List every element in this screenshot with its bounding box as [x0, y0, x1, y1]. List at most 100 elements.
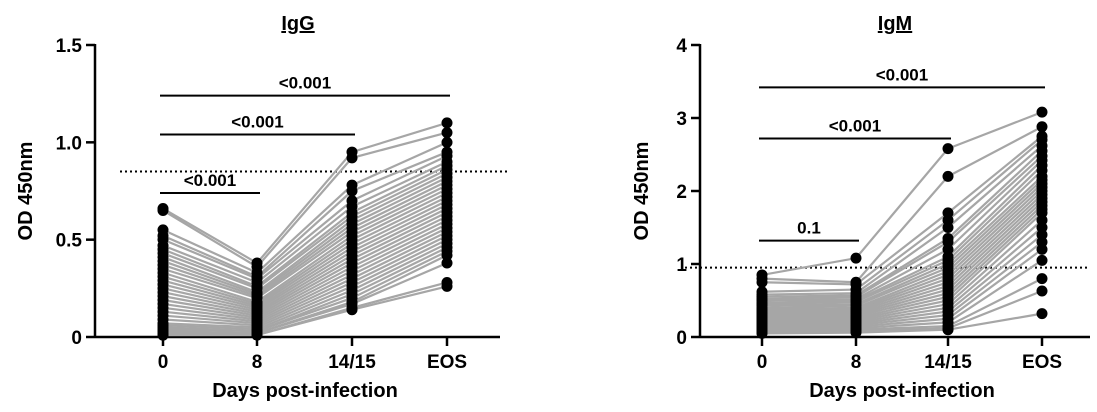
subject-line	[761, 179, 1043, 309]
subject-line	[761, 312, 1043, 335]
data-point	[157, 329, 169, 341]
subject-line	[162, 211, 448, 315]
y-tick-label: 4	[676, 36, 687, 57]
subject-line	[761, 233, 1043, 327]
subject-line	[162, 203, 448, 311]
subject-line	[761, 111, 1043, 277]
y-tick-label: 0	[676, 328, 687, 349]
subject-line	[162, 141, 448, 275]
p-value-label: <0.001	[184, 171, 236, 190]
subject-line	[162, 154, 448, 280]
y-axis-label: OD 450nm	[15, 142, 37, 241]
subject-line	[761, 219, 1043, 324]
subject-line	[761, 155, 1043, 301]
data-point	[1036, 308, 1048, 320]
subject-line	[162, 234, 448, 327]
subject-line	[761, 186, 1043, 312]
data-point	[1036, 106, 1048, 118]
data-point	[1036, 285, 1048, 297]
y-tick-label: 1.5	[56, 36, 83, 57]
subject-line	[761, 144, 1043, 296]
subject-line	[761, 248, 1043, 330]
data-point	[850, 327, 862, 339]
subject-line	[162, 199, 448, 309]
subject-line	[761, 259, 1043, 331]
x-tick-label: 14/15	[924, 352, 972, 373]
x-axis-label: Days post-infection	[212, 380, 398, 402]
data-point	[441, 280, 453, 292]
y-tick-label: 0	[71, 328, 82, 349]
subject-line	[761, 204, 1043, 320]
subject-line	[162, 188, 448, 304]
p-value-label: 0.1	[797, 219, 821, 238]
subject-line	[162, 230, 448, 325]
x-tick-label: 8	[851, 352, 862, 373]
subject-line	[761, 277, 1043, 333]
data-point	[942, 222, 954, 233]
data-point	[756, 276, 768, 288]
subject-line	[761, 125, 1043, 284]
subject-line	[162, 151, 448, 278]
subject-line	[162, 180, 448, 298]
subject-line	[162, 223, 448, 321]
x-tick-label: 8	[252, 352, 263, 373]
subject-line	[162, 242, 448, 331]
data-point	[1036, 254, 1048, 266]
subject-line	[761, 175, 1043, 307]
data-point	[441, 127, 453, 139]
subject-line	[761, 139, 1043, 293]
subject-line	[162, 168, 448, 290]
data-point	[441, 249, 453, 261]
subject-line	[761, 212, 1043, 323]
data-point	[756, 327, 768, 339]
chart-title: IgG	[281, 13, 314, 35]
subject-line	[162, 195, 448, 308]
data-point	[1036, 243, 1048, 255]
subject-line	[163, 262, 448, 335]
data-point	[942, 170, 954, 182]
subject-line	[162, 219, 448, 319]
subject-line	[162, 176, 448, 296]
x-tick-label: EOS	[1022, 352, 1062, 373]
data-point	[251, 329, 263, 341]
subject-line	[761, 208, 1043, 321]
x-tick-label: EOS	[427, 352, 467, 373]
data-point	[346, 185, 358, 197]
data-point	[441, 136, 453, 148]
y-tick-label: 3	[676, 109, 687, 130]
subject-line	[761, 193, 1043, 315]
subject-line	[761, 150, 1043, 298]
x-tick-label: 0	[158, 352, 169, 373]
p-value-label: <0.001	[279, 74, 331, 93]
subject-line	[761, 201, 1043, 318]
subject-line	[761, 190, 1043, 314]
subject-line	[162, 184, 448, 300]
data-point	[441, 117, 453, 129]
data-point	[157, 204, 169, 216]
subject-line	[761, 135, 1043, 286]
subject-line	[761, 164, 1043, 304]
subject-line	[162, 131, 448, 269]
subject-line	[162, 191, 448, 306]
subject-line	[163, 285, 448, 337]
subject-line	[761, 197, 1043, 317]
subject-line	[761, 226, 1043, 325]
y-tick-label: 1	[676, 255, 687, 276]
igg-panel: IgG OD 450nm 0 0.5 1.0 1.5 0 8 14/15 EOS Days post…	[15, 13, 510, 402]
subject-line	[162, 215, 448, 317]
y-axis-label: OD 450nm	[631, 142, 653, 241]
y-tick-label: 1.0	[56, 133, 82, 154]
x-tick-label: 14/15	[328, 352, 376, 373]
igm-panel: IgM OD 450nm 0 1 2 3 4 0 8 14/15 EOS Days post-infe…	[631, 13, 1090, 402]
subject-line	[761, 169, 1043, 306]
subject-line	[761, 159, 1043, 302]
x-axis-label: Days post-infection	[809, 380, 995, 402]
subject-line	[162, 164, 448, 288]
subject-line	[162, 121, 448, 265]
subject-line	[761, 241, 1043, 328]
y-tick-label: 2	[676, 182, 687, 203]
subject-line	[162, 250, 448, 333]
p-value-label: <0.001	[231, 113, 283, 132]
data-point	[942, 143, 954, 155]
